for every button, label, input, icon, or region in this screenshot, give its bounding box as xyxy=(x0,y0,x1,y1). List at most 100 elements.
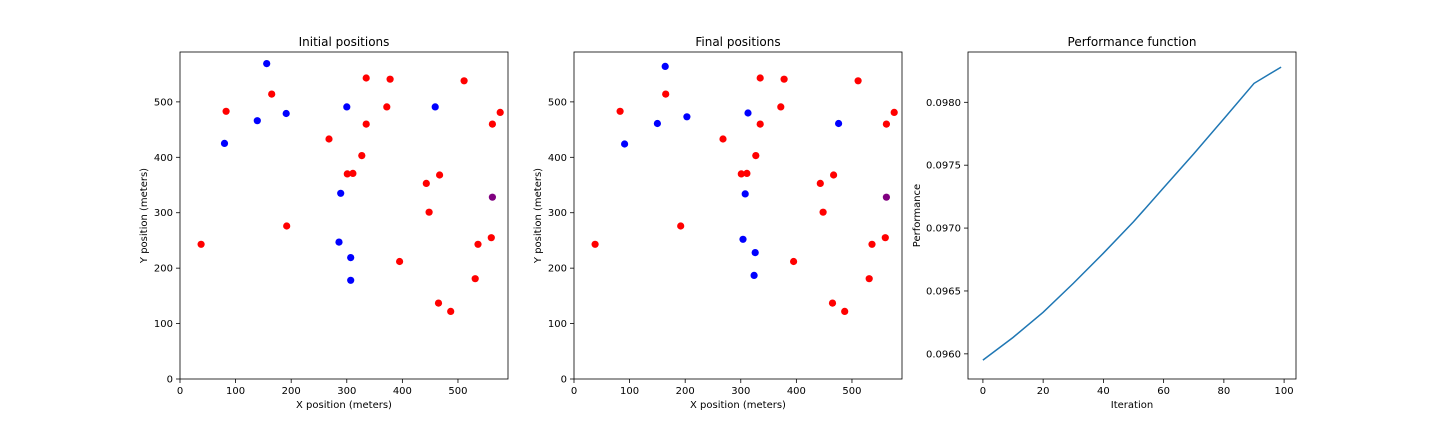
data-point xyxy=(865,275,873,283)
data-point xyxy=(790,257,798,266)
data-point xyxy=(431,103,439,111)
y-tick-label: 500 xyxy=(154,97,173,108)
data-point xyxy=(662,90,670,98)
x-tick-label: 200 xyxy=(282,386,301,397)
data-point xyxy=(253,117,261,125)
data-point xyxy=(756,74,764,82)
data-point xyxy=(882,193,891,201)
x-tick-label: 0 xyxy=(571,386,577,397)
chart-panel-1: Final positions 0 100 200 300 400 500 0 100 200 30… xyxy=(533,35,903,411)
data-point xyxy=(739,235,747,243)
data-point xyxy=(777,103,785,111)
x-tick-label: 80 xyxy=(1217,386,1230,397)
y-tick-label: 0.0970 xyxy=(926,224,961,235)
y-tick-label: 100 xyxy=(548,319,567,330)
y-tick-label: 0.0975 xyxy=(926,161,961,172)
y-tick-label: 400 xyxy=(154,153,173,164)
data-point xyxy=(349,169,357,177)
y-tick-label: 100 xyxy=(154,319,173,330)
y-tick-label: 0.0960 xyxy=(926,349,961,360)
x-tick-label: 100 xyxy=(226,386,245,397)
data-point xyxy=(683,113,691,121)
x-tick-label: 60 xyxy=(1157,386,1170,397)
data-point xyxy=(882,120,891,128)
x-axis-label: X position (meters) xyxy=(296,400,392,411)
data-point xyxy=(835,119,843,128)
y-tick-label: 0.0965 xyxy=(926,286,961,297)
x-tick-label: 0 xyxy=(980,386,986,397)
chart-title: Performance function xyxy=(1068,35,1197,49)
data-point xyxy=(868,240,876,248)
x-tick-label: 0 xyxy=(177,386,183,397)
data-point xyxy=(653,119,662,128)
data-point xyxy=(347,276,355,284)
data-point xyxy=(756,120,764,128)
data-point xyxy=(737,170,745,178)
y-tick-label: 300 xyxy=(548,208,567,219)
y-tick-label: 200 xyxy=(154,264,173,275)
data-point xyxy=(268,90,276,98)
data-point xyxy=(819,208,827,216)
x-axis-label: Iteration xyxy=(1111,400,1153,411)
data-point xyxy=(751,249,759,257)
x-tick-label: 400 xyxy=(393,386,412,397)
x-tick-label: 500 xyxy=(842,386,861,397)
y-axis-label: Y position (meters) xyxy=(533,168,544,264)
x-tick-label: 400 xyxy=(787,386,806,397)
plot-frame xyxy=(179,51,509,380)
data-point xyxy=(828,299,837,307)
y-tick-label: 200 xyxy=(548,264,567,275)
data-point xyxy=(741,190,749,198)
data-point xyxy=(621,140,629,148)
data-point xyxy=(841,307,849,315)
data-point xyxy=(422,179,430,187)
y-tick-label: 0.0980 xyxy=(926,98,961,109)
data-point xyxy=(436,171,444,179)
series-line xyxy=(982,66,1282,361)
data-point xyxy=(816,179,824,187)
data-point xyxy=(719,135,727,143)
x-tick-label: 300 xyxy=(731,386,750,397)
data-point xyxy=(460,77,468,85)
data-point xyxy=(487,234,495,242)
data-point xyxy=(743,169,751,177)
data-point xyxy=(283,222,291,230)
data-point xyxy=(496,108,504,116)
data-point xyxy=(488,193,496,201)
data-point xyxy=(890,108,898,116)
data-point xyxy=(335,238,343,246)
data-point xyxy=(830,171,838,179)
data-point xyxy=(343,170,351,178)
plot-frame xyxy=(967,51,1297,380)
data-point xyxy=(752,152,760,160)
data-point xyxy=(396,257,404,266)
data-point xyxy=(425,208,433,216)
x-tick-label: 500 xyxy=(448,386,467,397)
data-point xyxy=(263,60,271,68)
data-point xyxy=(854,77,862,85)
data-point xyxy=(447,307,455,315)
data-point xyxy=(343,103,351,111)
data-point xyxy=(386,75,394,83)
data-point xyxy=(282,109,290,118)
data-point xyxy=(362,74,370,82)
plot-frame xyxy=(573,51,903,380)
data-point xyxy=(591,240,599,248)
data-point xyxy=(881,234,889,242)
x-tick-label: 40 xyxy=(1097,386,1110,397)
data-point xyxy=(744,109,752,117)
data-point xyxy=(750,271,758,279)
y-tick-label: 400 xyxy=(548,153,567,164)
data-point xyxy=(780,75,788,83)
data-point xyxy=(325,135,333,143)
x-tick-label: 100 xyxy=(1275,386,1294,397)
data-point xyxy=(488,120,496,128)
data-point xyxy=(434,299,443,307)
x-tick-label: 100 xyxy=(620,386,639,397)
y-tick-label: 0 xyxy=(167,375,173,386)
data-point xyxy=(677,222,685,230)
data-point xyxy=(220,139,229,147)
chart-panel-0: Initial positions 0 100 200 300 400 500 0 100 200… xyxy=(139,35,509,411)
y-tick-label: 500 xyxy=(548,97,567,108)
